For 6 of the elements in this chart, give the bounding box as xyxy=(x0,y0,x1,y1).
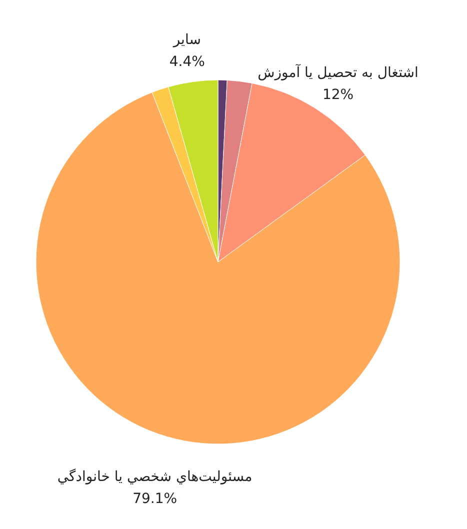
data-label: 79.1% xyxy=(132,490,178,507)
slice-label: مسئوليت‌هاي شخصي يا خانوادگي xyxy=(57,468,252,485)
data-label: 12% xyxy=(322,86,354,103)
slice-label: اشتغال به تحصیل یا آموزش xyxy=(258,62,418,81)
data-label: 4.4% xyxy=(169,54,205,70)
slice-label: سایر xyxy=(172,32,201,48)
